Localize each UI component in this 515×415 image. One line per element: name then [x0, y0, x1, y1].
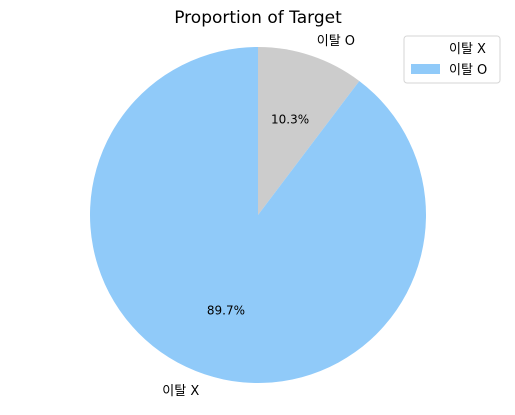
chart-title: Proportion of Target — [174, 8, 342, 28]
pie-slice-2 — [90, 47, 427, 384]
pie-slice-1 — [258, 47, 360, 215]
legend: 이탈 X 이탈 O — [403, 35, 501, 84]
slice-percent-label-2: 89.7% — [207, 304, 245, 318]
slice-label-2: 이탈 X — [162, 384, 199, 399]
slice-percent-label-1: 10.3% — [271, 112, 309, 126]
pie-labels: 이탈 O 10.3% 이탈 X 89.7% — [162, 34, 355, 399]
slice-label-1: 이탈 O — [317, 34, 355, 49]
legend-label-1: 이탈 X — [449, 42, 486, 57]
legend-swatch-2 — [411, 64, 440, 74]
legend-label-2: 이탈 O — [449, 63, 487, 78]
legend-swatch-1 — [411, 43, 440, 53]
pie-slices — [90, 47, 427, 384]
